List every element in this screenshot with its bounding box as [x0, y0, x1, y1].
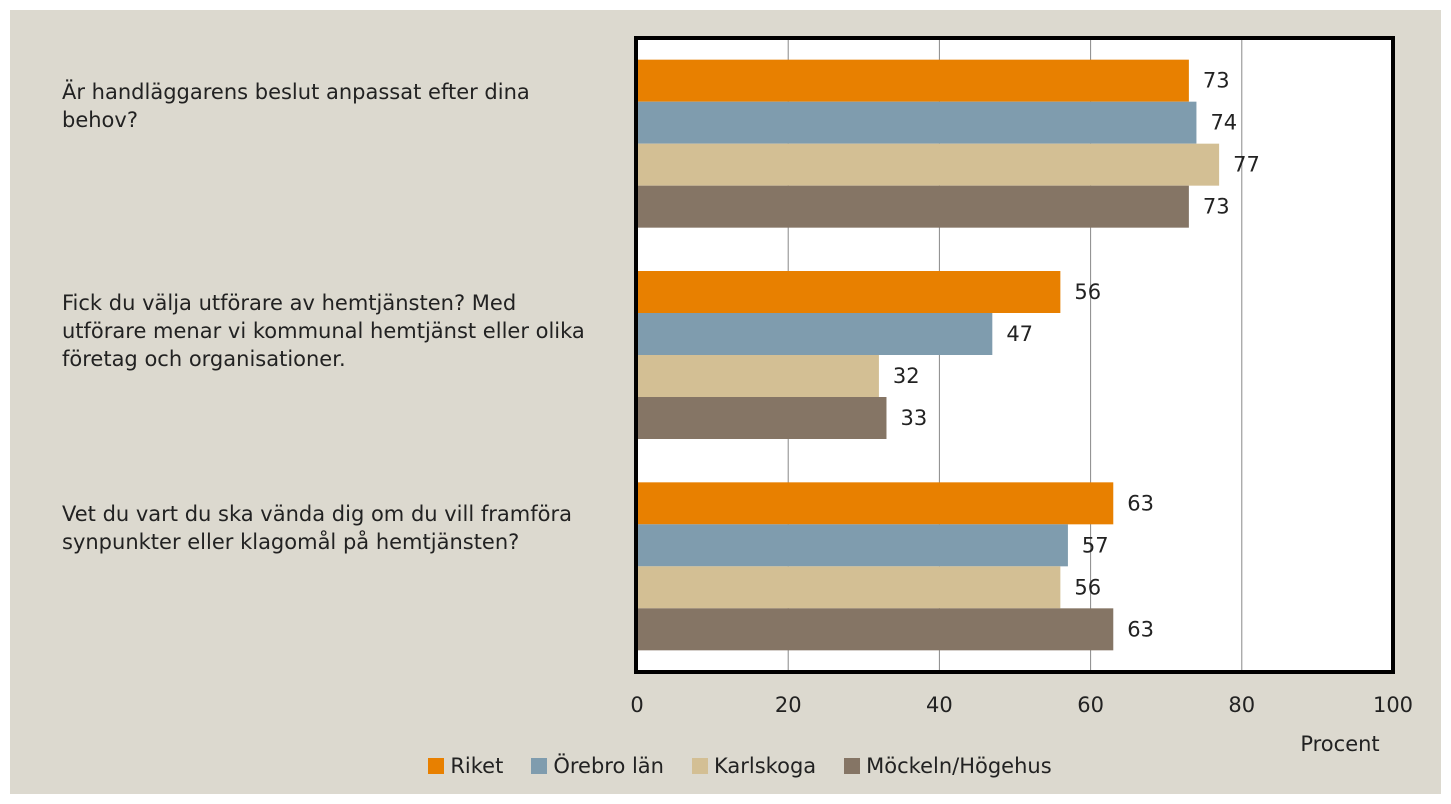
legend-swatch	[844, 758, 861, 774]
value-label: 77	[1233, 153, 1260, 177]
bar	[637, 566, 1061, 609]
x-tick-label: 40	[926, 693, 953, 717]
legend-item: Möckeln/Högehus	[844, 754, 1052, 778]
bar	[637, 101, 1197, 144]
bar	[637, 185, 1189, 228]
bar	[637, 313, 993, 355]
legend-item: Karlskoga	[692, 754, 816, 778]
x-axis-label: Procent	[1300, 732, 1379, 756]
bar	[637, 59, 1189, 102]
legend-item: Örebro län	[531, 754, 664, 778]
legend-swatch	[531, 758, 548, 774]
value-label: 57	[1082, 533, 1109, 557]
bar	[637, 355, 879, 397]
legend: Riket Örebro län Karlskoga Möckeln/Högehus	[300, 754, 1180, 778]
plot-border	[634, 36, 1395, 674]
x-tick-label: 100	[1373, 693, 1413, 717]
bar	[637, 271, 1061, 313]
bar	[637, 482, 1114, 525]
legend-swatch	[692, 758, 708, 774]
bar	[637, 608, 1114, 651]
bar	[637, 143, 1220, 186]
x-tick-label: 80	[1228, 693, 1255, 717]
value-label: 63	[1127, 491, 1154, 515]
category-label: Fick du välja utförare av hemtjänsten? M…	[62, 291, 585, 371]
value-label: 33	[900, 406, 927, 430]
marks	[636, 38, 1394, 672]
value-label: 73	[1203, 69, 1230, 93]
value-label: 32	[893, 364, 920, 388]
legend-label: Möckeln/Högehus	[866, 754, 1052, 778]
legend-label: Örebro län	[553, 754, 664, 778]
bar	[637, 524, 1068, 567]
legend-item: Riket	[428, 754, 503, 778]
value-label: 63	[1127, 617, 1154, 641]
value-label: 74	[1210, 111, 1237, 135]
x-tick-label: 0	[630, 693, 643, 717]
bar	[637, 397, 887, 439]
category-label: Är handläggarens beslut anpassat efter d…	[62, 79, 530, 132]
legend-swatch	[428, 758, 445, 774]
legend-label: Karlskoga	[714, 754, 817, 778]
x-tick-label: 20	[775, 693, 802, 717]
value-label: 73	[1203, 195, 1230, 219]
value-label: 47	[1006, 322, 1033, 346]
value-label: 56	[1074, 280, 1101, 304]
legend-label: Riket	[450, 754, 504, 778]
category-label: Vet du vart du ska vända dig om du vill …	[62, 502, 572, 555]
value-label: 56	[1074, 575, 1101, 599]
x-tick-label: 60	[1077, 693, 1104, 717]
